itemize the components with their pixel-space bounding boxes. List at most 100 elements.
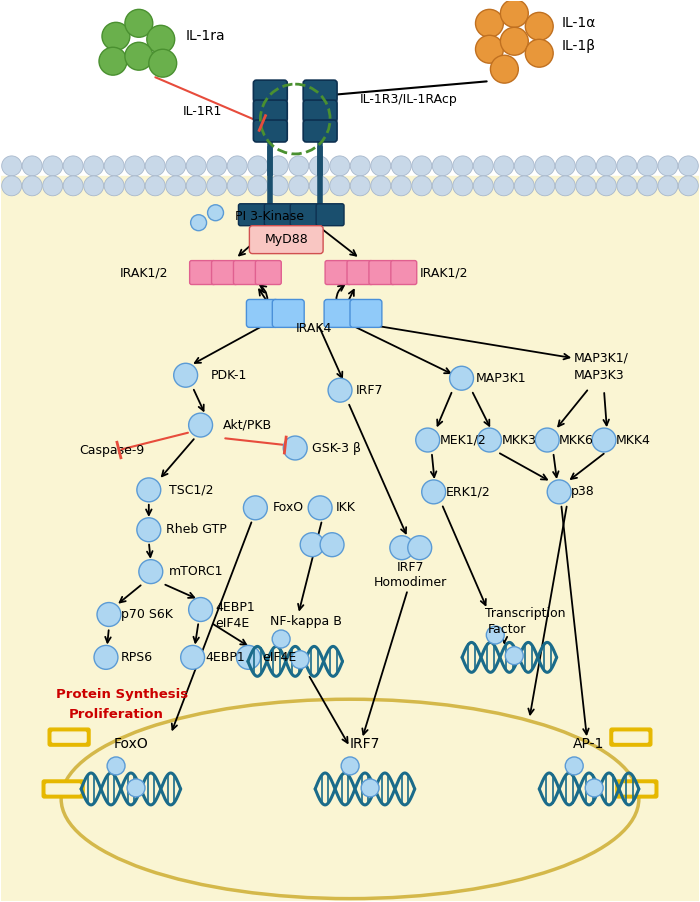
Circle shape [268,156,288,176]
Text: eIF4E: eIF4E [216,617,250,630]
Circle shape [139,559,162,584]
Circle shape [63,176,83,196]
Circle shape [268,176,288,196]
Circle shape [125,176,145,196]
FancyBboxPatch shape [272,299,304,327]
Circle shape [566,757,583,775]
Circle shape [166,176,186,196]
Circle shape [127,779,145,796]
Circle shape [272,630,290,648]
Circle shape [174,364,197,387]
Circle shape [433,156,452,176]
Circle shape [390,536,414,559]
FancyBboxPatch shape [324,299,356,327]
FancyBboxPatch shape [316,204,344,226]
FancyBboxPatch shape [234,261,260,284]
Circle shape [391,156,411,176]
Bar [1,176,699,900]
Circle shape [328,378,352,402]
FancyBboxPatch shape [265,204,292,226]
FancyBboxPatch shape [347,261,373,284]
Circle shape [371,156,391,176]
Text: Rheb GTP: Rheb GTP [166,523,227,537]
Text: 4EBP1: 4EBP1 [206,651,245,664]
Circle shape [585,779,603,796]
Text: IL-1R1: IL-1R1 [183,105,223,117]
Circle shape [186,156,206,176]
Circle shape [412,156,432,176]
Text: Caspase-9: Caspase-9 [79,444,144,456]
Circle shape [320,533,344,557]
Circle shape [43,156,62,176]
Circle shape [555,156,575,176]
Circle shape [491,55,518,83]
Circle shape [186,176,206,196]
FancyBboxPatch shape [211,261,237,284]
Text: MEK1/2: MEK1/2 [440,434,486,446]
Text: PDK-1: PDK-1 [211,369,247,382]
Circle shape [350,176,370,196]
Text: Transcription: Transcription [486,607,566,620]
FancyBboxPatch shape [253,80,287,102]
Text: FoxO: FoxO [272,502,303,514]
Circle shape [576,156,596,176]
Text: NF-kappa B: NF-kappa B [270,615,342,628]
Text: AP-1: AP-1 [573,737,605,751]
Text: RPS6: RPS6 [121,651,153,664]
Text: mTORC1: mTORC1 [169,566,223,578]
Text: IRF7: IRF7 [350,737,380,751]
Text: Akt/PKB: Akt/PKB [223,419,272,431]
Circle shape [1,176,22,196]
Circle shape [94,646,118,669]
Circle shape [475,35,503,63]
Circle shape [63,156,83,176]
Circle shape [341,757,359,775]
Circle shape [84,176,104,196]
Text: MKK6: MKK6 [559,434,594,446]
FancyBboxPatch shape [46,784,80,794]
Circle shape [188,413,213,437]
Circle shape [149,50,176,78]
Text: IL-1ra: IL-1ra [186,29,225,43]
Circle shape [308,496,332,520]
Circle shape [102,23,130,51]
Circle shape [104,156,124,176]
Text: IL-1R3/IL-1RAcp: IL-1R3/IL-1RAcp [360,93,458,106]
FancyBboxPatch shape [48,728,90,746]
Circle shape [408,536,432,559]
Bar [1,2,699,176]
Circle shape [208,205,223,221]
Text: FoxO: FoxO [113,737,148,751]
Text: MAP3K3: MAP3K3 [574,369,624,382]
FancyBboxPatch shape [391,261,416,284]
Text: MAP3K1: MAP3K1 [475,372,526,385]
Circle shape [477,428,501,452]
Circle shape [500,0,528,27]
Circle shape [658,156,678,176]
Circle shape [617,176,637,196]
FancyBboxPatch shape [246,299,279,327]
Text: p70 S6K: p70 S6K [121,608,173,621]
Circle shape [228,156,247,176]
FancyBboxPatch shape [249,226,323,253]
Text: GSK-3 β: GSK-3 β [312,441,361,455]
Circle shape [596,176,616,196]
Circle shape [107,757,125,775]
Circle shape [658,176,678,196]
Text: MAP3K1/: MAP3K1/ [574,352,629,364]
Circle shape [244,496,267,520]
Circle shape [330,156,350,176]
FancyBboxPatch shape [290,204,318,226]
Text: IRF7: IRF7 [397,561,424,575]
Circle shape [289,176,309,196]
Text: ERK1/2: ERK1/2 [446,485,491,499]
Circle shape [500,27,528,55]
Circle shape [188,597,213,621]
Text: IL-1α: IL-1α [561,16,596,31]
Circle shape [453,156,473,176]
Circle shape [309,156,329,176]
FancyBboxPatch shape [190,261,216,284]
Circle shape [371,176,391,196]
Circle shape [22,156,42,176]
Circle shape [525,13,553,41]
